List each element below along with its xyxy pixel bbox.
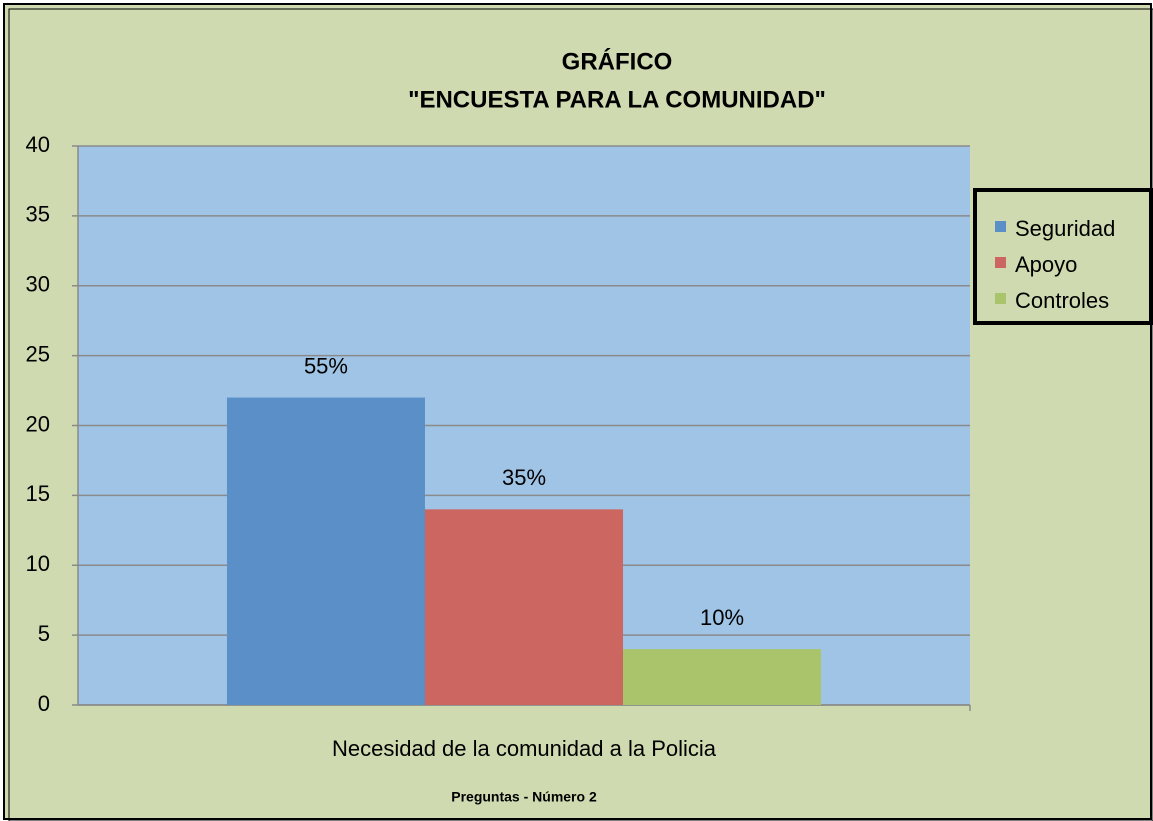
y-tick-label: 15 [26,481,50,506]
legend-swatch [995,221,1006,232]
chart-border [8,8,1153,821]
legend-swatch [995,293,1006,304]
data-label: 35% [502,465,546,490]
y-tick-label: 25 [26,341,50,366]
y-tick-label: 20 [26,411,50,436]
x-tick-label: Necesidad de la comunidad a la Policia [332,736,717,761]
data-label: 55% [304,353,348,378]
chart-title: GRÁFICO [562,47,673,75]
bar [623,649,822,705]
legend-swatch [995,257,1006,268]
y-tick-label: 10 [26,551,50,576]
bar [424,509,624,705]
bar [226,397,425,705]
y-tick-label: 30 [26,272,50,297]
legend-label: Apoyo [1015,252,1077,277]
chart-subtitle: "ENCUESTA PARA LA COMUNIDAD" [408,86,826,113]
y-tick-label: 0 [38,691,50,716]
y-tick-label: 5 [38,621,50,646]
legend-label: Controles [1015,288,1109,313]
legend-label: Seguridad [1015,216,1115,241]
x-axis-title: Preguntas - Número 2 [451,789,597,805]
y-tick-label: 35 [26,202,50,227]
data-label: 10% [700,605,744,630]
y-tick-label: 40 [26,132,50,157]
